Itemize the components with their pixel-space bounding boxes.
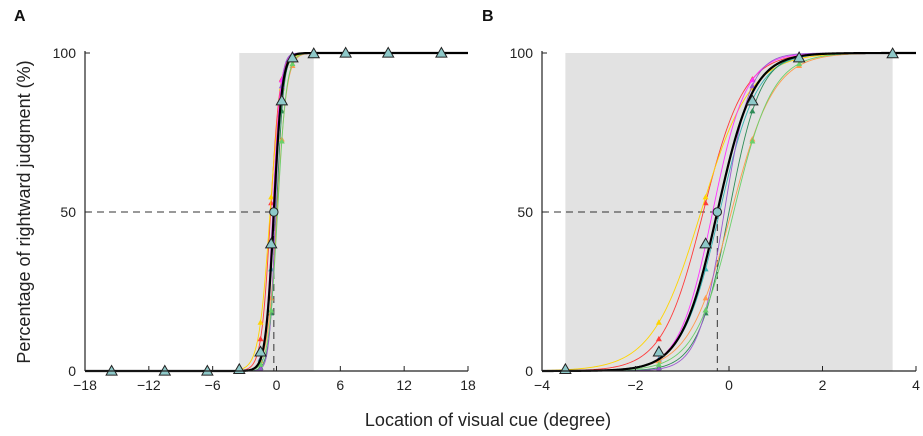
data-point-a-9 [307, 47, 321, 59]
x-tick-label-b-2: −2 [628, 377, 644, 393]
panel-label-b: B [482, 8, 494, 25]
subject-point-a-8-8 [289, 60, 296, 67]
x-tick-label-b-4: 2 [819, 377, 827, 393]
data-point-a-1 [105, 364, 118, 376]
panel-a: −18 −12 −6 0 6 12 18 0 50 100 [53, 45, 476, 393]
subject-point-b-8-5 [796, 60, 803, 67]
subject-point-b-2-3 [702, 193, 709, 200]
x-tick-label-a-5: 6 [336, 377, 344, 393]
subject-point-b-7-2 [655, 365, 662, 372]
data-point-a-8 [286, 51, 299, 63]
subject-point-b-8-2 [655, 361, 662, 367]
data-point-a-3 [200, 364, 214, 376]
x-tick-label-b-1: −4 [534, 377, 550, 393]
subject-point-a-7-5 [257, 365, 264, 372]
subject-point-b-3-4 [749, 76, 756, 83]
data-point-b-4 [746, 94, 759, 106]
subject-point-a-1-5 [257, 335, 264, 342]
y-axis-label: Percentage of rightward judgment (%) [14, 60, 34, 363]
y-tick-label-b-1: 0 [525, 363, 533, 379]
subject-point-b-6-2 [655, 357, 662, 364]
data-point-b-3 [699, 237, 712, 249]
data-point-a-12 [435, 46, 448, 58]
data-point-b-2 [652, 345, 666, 357]
subject-point-b-5-4 [749, 108, 756, 114]
panel-label-a: A [14, 8, 26, 25]
pse-marker-a [269, 207, 279, 217]
x-tick-label-a-3: −6 [205, 377, 221, 393]
data-point-a-7 [275, 94, 289, 106]
x-axis-label: Location of visual cue (degree) [365, 410, 611, 430]
pse-marker-b [712, 207, 723, 217]
y-tick-label-a-1: 0 [68, 363, 76, 379]
y-tick-label-a-3: 100 [53, 45, 77, 61]
data-point-a-11 [381, 46, 395, 58]
subject-point-a-8-5 [257, 361, 264, 367]
x-tick-label-a-6: 12 [396, 377, 412, 393]
subject-point-a-2-5 [257, 319, 264, 325]
panel-b: −4 −2 0 2 4 0 50 100 [510, 45, 920, 393]
data-point-a-6 [264, 237, 278, 249]
x-tick-label-b-3: 0 [725, 377, 733, 393]
data-point-a-5 [254, 345, 267, 357]
data-point-a-2 [158, 364, 172, 376]
x-tick-label-a-7: 18 [460, 377, 476, 393]
subject-point-b-1-3 [702, 199, 709, 206]
data-point-a-10 [339, 46, 353, 58]
data-point-b-6 [886, 47, 899, 59]
subject-point-b-8-3 [702, 307, 709, 313]
x-tick-label-b-5: 4 [912, 377, 920, 393]
subject-point-a-8-7 [278, 138, 285, 144]
x-tick-label-a-4: 0 [273, 377, 281, 393]
x-tick-label-a-1: −18 [73, 377, 97, 393]
subject-point-b-6-3 [702, 294, 709, 301]
y-tick-label-b-2: 50 [517, 204, 533, 220]
x-tick-label-a-2: −12 [137, 377, 161, 393]
subject-point-a-8-6 [268, 307, 275, 313]
subject-point-b-1-2 [655, 335, 662, 342]
subject-point-b-7-4 [749, 82, 756, 89]
subject-point-b-2-2 [655, 319, 662, 325]
y-tick-label-b-3: 100 [510, 45, 534, 61]
data-point-b-5 [792, 51, 806, 63]
y-tick-label-a-2: 50 [60, 204, 76, 220]
subject-point-b-8-4 [749, 138, 756, 144]
subject-point-a-2-6 [268, 193, 275, 200]
